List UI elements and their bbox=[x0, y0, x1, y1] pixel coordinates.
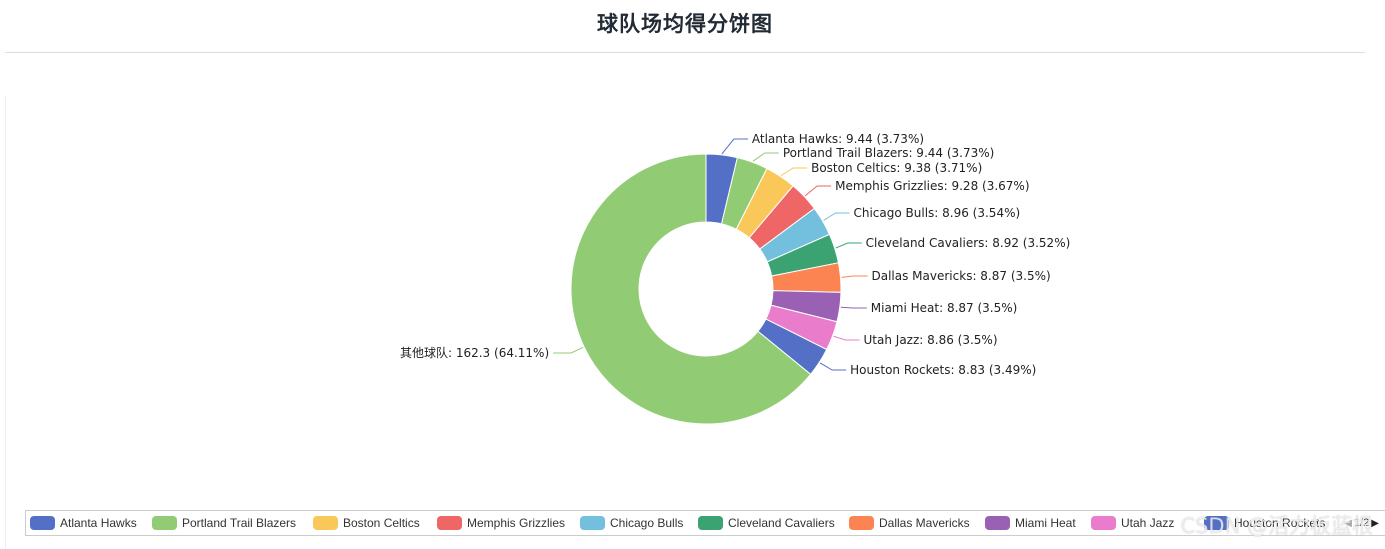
legend-item-cleveland-cavaliers[interactable]: Cleveland Cavaliers bbox=[698, 511, 835, 535]
donut-chart[interactable]: Atlanta Hawks: 9.44 (3.73%)Portland Trai… bbox=[6, 96, 1385, 506]
legend-swatch bbox=[30, 516, 55, 530]
legend-label: Utah Jazz bbox=[1121, 516, 1175, 530]
legend-label: Houston Rockets bbox=[1234, 516, 1326, 530]
page-title: 球队场均得分饼图 bbox=[597, 12, 773, 36]
legend-pager: ◀ 1/2 ▶ bbox=[1342, 511, 1381, 535]
slice-label: Houston Rockets: 8.83 (3.49%) bbox=[850, 363, 1036, 377]
legend-label: Dallas Mavericks bbox=[879, 516, 970, 530]
legend-swatch bbox=[1091, 516, 1116, 530]
slice-label: Memphis Grizzlies: 9.28 (3.67%) bbox=[835, 179, 1029, 193]
legend-swatch bbox=[437, 516, 462, 530]
legend-label: Portland Trail Blazers bbox=[182, 516, 297, 530]
legend-page-indicator: 1/2 bbox=[1354, 517, 1370, 529]
legend-item-chicago-bulls[interactable]: Chicago Bulls bbox=[580, 511, 683, 535]
leader-line bbox=[833, 335, 860, 341]
legend-prev-icon[interactable]: ◀ bbox=[1344, 517, 1352, 529]
slice-label: Cleveland Cavaliers: 8.92 (3.52%) bbox=[866, 236, 1071, 250]
slice-label: Boston Celtics: 9.38 (3.71%) bbox=[811, 161, 982, 175]
legend-swatch bbox=[698, 516, 723, 530]
legend-swatch bbox=[313, 516, 338, 530]
legend-label: Cleveland Cavaliers bbox=[728, 516, 835, 530]
leader-line bbox=[840, 306, 867, 309]
legend-item-portland-trail-blazers[interactable]: Portland Trail Blazers bbox=[152, 511, 296, 535]
legend-label: Chicago Bulls bbox=[610, 516, 684, 530]
legend-item-memphis-grizzlies[interactable]: Memphis Grizzlies bbox=[437, 511, 565, 535]
legend-item-houston-rockets[interactable]: Houston Rockets bbox=[1204, 511, 1325, 535]
legend-item-boston-celtics[interactable]: Boston Celtics bbox=[313, 511, 420, 535]
pie-slice-other-teams[interactable] bbox=[570, 153, 812, 425]
legend-item-dallas-mavericks[interactable]: Dallas Mavericks bbox=[849, 511, 970, 535]
leader-line bbox=[823, 212, 850, 221]
leader-line bbox=[841, 275, 868, 278]
slice-label: Atlanta Hawks: 9.44 (3.73%) bbox=[752, 132, 924, 146]
leader-line bbox=[752, 152, 779, 162]
legend-next-icon[interactable]: ▶ bbox=[1371, 517, 1379, 529]
legend-item-utah-jazz[interactable]: Utah Jazz bbox=[1091, 511, 1174, 535]
leader-line bbox=[804, 185, 832, 197]
legend-item-miami-heat[interactable]: Miami Heat bbox=[985, 511, 1076, 535]
legend-item-atlanta-hawks[interactable]: Atlanta Hawks bbox=[30, 511, 137, 535]
slice-label: Chicago Bulls: 8.96 (3.54%) bbox=[853, 206, 1020, 220]
legend-label: Boston Celtics bbox=[343, 516, 420, 530]
slice-label: Utah Jazz: 8.86 (3.5%) bbox=[864, 333, 998, 347]
legend-swatch bbox=[985, 516, 1010, 530]
slice-label: Portland Trail Blazers: 9.44 (3.73%) bbox=[783, 146, 995, 160]
legend-label: Memphis Grizzlies bbox=[467, 516, 566, 530]
leader-line bbox=[780, 167, 808, 177]
slice-label: Dallas Mavericks: 8.87 (3.5%) bbox=[872, 269, 1051, 283]
legend-swatch bbox=[1204, 516, 1229, 530]
leader-line bbox=[721, 138, 748, 155]
leader-line bbox=[553, 346, 584, 354]
legend-swatch bbox=[152, 516, 177, 530]
labels-layer: Atlanta Hawks: 9.44 (3.73%)Portland Trai… bbox=[400, 132, 1070, 377]
leader-line bbox=[819, 362, 847, 371]
slice-label: 其他球队: 162.3 (64.11%) bbox=[400, 345, 549, 360]
leader-line bbox=[835, 242, 862, 249]
slices-layer bbox=[570, 153, 842, 425]
legend-label: Miami Heat bbox=[1015, 516, 1076, 530]
slice-label: Miami Heat: 8.87 (3.5%) bbox=[871, 301, 1018, 315]
legend-swatch bbox=[849, 516, 874, 530]
title-divider bbox=[5, 52, 1365, 53]
legend: Atlanta Hawks Portland Trail Blazers Bosto… bbox=[25, 510, 1385, 536]
legend-swatch bbox=[580, 516, 605, 530]
chart-container: Atlanta Hawks: 9.44 (3.73%) Portland Trai… bbox=[5, 96, 1385, 549]
legend-label: Atlanta Hawks bbox=[60, 516, 137, 530]
